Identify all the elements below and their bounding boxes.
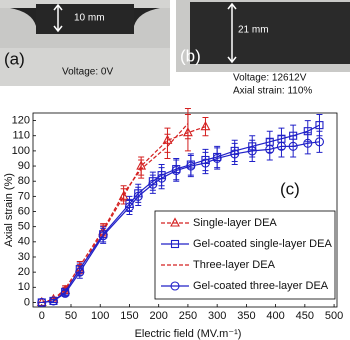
data-point — [314, 137, 325, 147]
data-point — [230, 149, 240, 159]
x-axis-label: Electric field (MV.m⁻¹) — [135, 328, 242, 340]
y-tick-label: 0 — [24, 296, 30, 308]
panel-tag: (b) — [180, 46, 201, 65]
data-point — [200, 158, 211, 168]
data-point — [157, 173, 167, 183]
plot-area — [32, 112, 338, 308]
legend-label: Gel-coated three-layer DEA — [193, 280, 329, 292]
y-tick-label: 80 — [18, 175, 30, 187]
y-tick-label: 10 — [18, 281, 30, 293]
y-tick-label: 30 — [18, 251, 30, 263]
error-bar — [290, 135, 297, 158]
data-point — [48, 296, 59, 306]
legend-marker — [170, 281, 180, 291]
voltage-label: Voltage: 12612V — [233, 73, 307, 84]
x-tick-label: 300 — [208, 310, 226, 322]
data-point — [171, 166, 181, 176]
data-point — [315, 121, 324, 130]
legend-label: Gel-coated single-layer DEA — [193, 238, 332, 250]
panel-tag: (c) — [280, 179, 300, 198]
legend: Single-layer DEA Gel-coated single-layer … — [154, 210, 336, 300]
error-bar — [158, 167, 165, 190]
data-point — [148, 179, 158, 189]
error-bar — [100, 227, 107, 244]
photo-a — [0, 0, 170, 86]
error-bar — [249, 139, 256, 162]
error-bar — [231, 142, 238, 166]
error-bar — [126, 198, 133, 216]
x-tick-label: 50 — [65, 310, 77, 322]
legend-box — [154, 210, 336, 300]
error-bar — [184, 107, 191, 140]
data-point — [75, 267, 85, 277]
error-bar — [187, 154, 194, 178]
error-bar — [164, 133, 171, 159]
legend-label: Three-layer DEA — [193, 259, 276, 271]
data-point — [247, 146, 257, 156]
data-point — [276, 141, 287, 151]
error-bar — [173, 159, 180, 182]
voltage-label: Voltage: 0V — [62, 67, 113, 78]
error-bar — [202, 151, 209, 175]
y-tick-label: 40 — [18, 236, 30, 248]
y-tick-label: 110 — [12, 130, 30, 142]
data-point — [265, 144, 275, 154]
series-line — [41, 124, 320, 304]
data-point — [133, 191, 143, 201]
legend-marker — [170, 239, 180, 249]
y-tick-label: 20 — [18, 266, 30, 278]
error-bar — [316, 130, 323, 153]
scale-label: 21 mm — [238, 25, 269, 36]
x-tick-label: 150 — [120, 310, 138, 322]
data-point — [60, 288, 70, 298]
photo-b — [176, 0, 350, 94]
x-tick-label: 500 — [325, 310, 343, 322]
error-bar — [149, 174, 156, 194]
y-axis-label: Axial strain (%) — [3, 173, 15, 247]
error-bar — [135, 186, 142, 206]
y-tick-label: 90 — [18, 160, 30, 172]
data-point — [303, 138, 313, 148]
data-point — [212, 153, 222, 164]
error-bar — [50, 298, 57, 303]
x-tick-label: 400 — [266, 310, 284, 322]
strain-label: Axial strain: 110% — [233, 86, 312, 97]
y-tick-label: 70 — [18, 190, 30, 202]
error-bar — [120, 185, 127, 202]
error-bar — [214, 147, 221, 170]
x-tick-label: 350 — [237, 310, 255, 322]
error-bar — [266, 138, 273, 161]
x-tick-label: 450 — [296, 310, 314, 322]
data-point — [288, 141, 298, 151]
legend-label: Single-layer DEA — [193, 217, 277, 229]
y-tick-label: 60 — [18, 205, 30, 217]
panel-tag: (a) — [4, 49, 25, 68]
x-tick-label: 100 — [91, 310, 109, 322]
x-tick-label: 250 — [179, 310, 197, 322]
x-tick-label: 200 — [150, 310, 168, 322]
y-tick-label: 100 — [12, 145, 30, 157]
series-line — [41, 141, 320, 304]
x-tick-label: 0 — [39, 310, 45, 322]
y-tick-label: 50 — [18, 221, 30, 233]
error-bar — [138, 159, 145, 179]
data-point — [98, 231, 108, 241]
error-bar — [304, 132, 311, 155]
error-bar — [278, 135, 285, 158]
data-point — [186, 161, 196, 171]
error-bar — [202, 117, 209, 137]
data-point — [37, 297, 47, 308]
legend-marker — [170, 217, 180, 227]
scale-label: 10 mm — [74, 13, 105, 24]
data-point — [124, 202, 135, 212]
data-point — [200, 120, 211, 131]
y-tick-label: 120 — [12, 114, 30, 126]
